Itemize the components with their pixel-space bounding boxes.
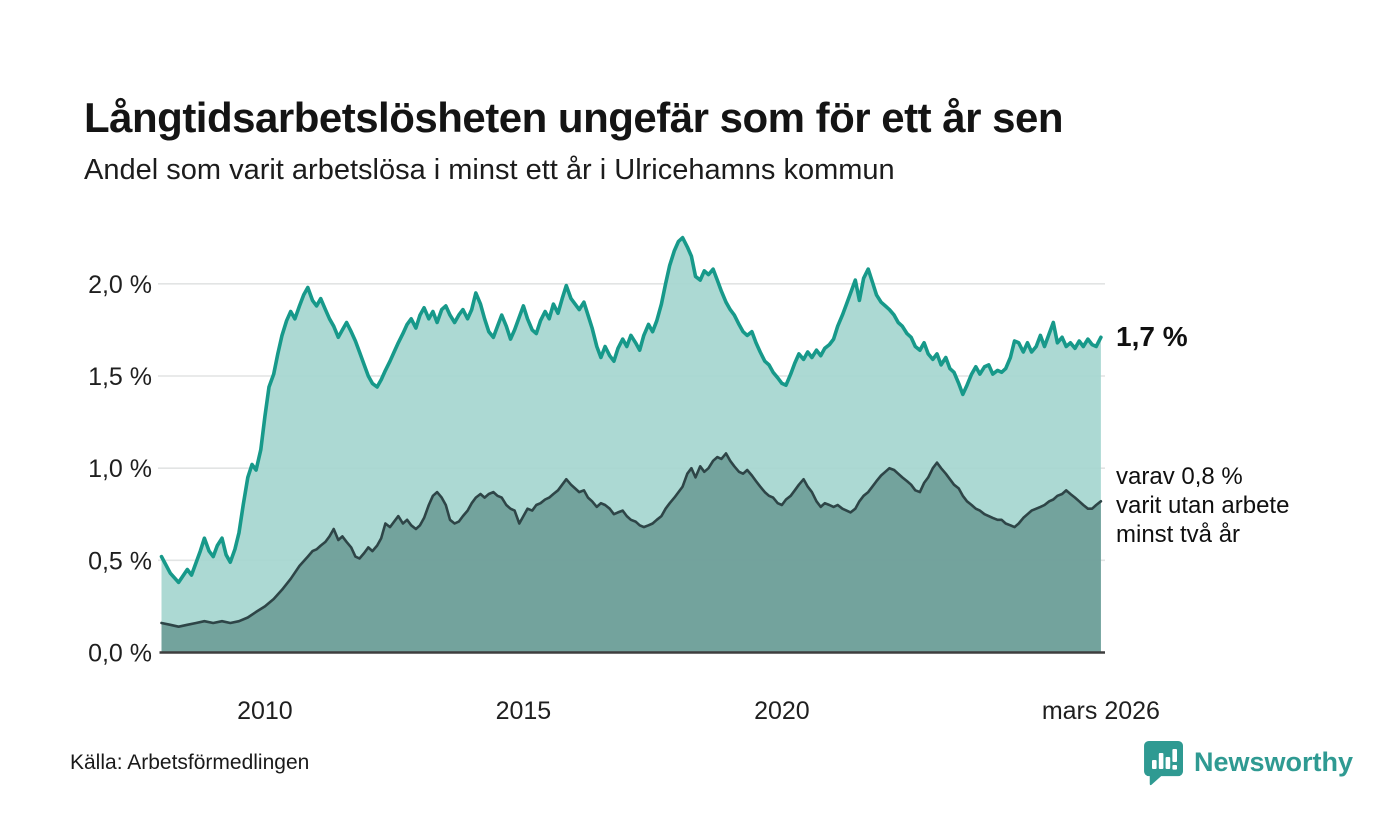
y-tick-label: 0,5 %: [88, 547, 152, 575]
share-two-years-line: [160, 452, 1103, 628]
page-title: Långtidsarbetslösheten ungefär som för e…: [84, 94, 1064, 142]
y-tick-label: 2,0 %: [88, 271, 152, 299]
two-year-annotation-line-1: varav 0,8 %: [1116, 463, 1243, 490]
two-year-annotation-line-3: minst två år: [1116, 521, 1241, 548]
share-two-years-area: [161, 453, 1101, 653]
x-tick-label: 2010: [237, 697, 293, 725]
share-one-year-line: [159, 235, 1103, 585]
y-tick-label: 1,5 %: [88, 363, 152, 391]
newsworthy-brand-name: Newsworthy: [1194, 747, 1354, 777]
source-note: Källa: Arbetsförmedlingen: [70, 751, 310, 774]
chart-subtitle: Andel som varit arbetslösa i minst ett å…: [84, 154, 895, 186]
y-tick-label: 1,0 %: [88, 455, 152, 483]
two-year-annotation-line-2: varit utan arbete: [1116, 492, 1290, 519]
newsworthy-logo-icon: [1144, 740, 1184, 793]
x-tick-label: mars 2026: [1042, 697, 1160, 725]
y-tick-label: 0,0 %: [88, 640, 152, 668]
two-year-annotation: varav 0,8 % varit utan arbete minst två …: [1116, 462, 1289, 549]
latest-value-label: 1,7 %: [1116, 321, 1188, 352]
x-tick-label: 2020: [754, 697, 810, 725]
newsworthy-brand: Newsworthy: [1144, 740, 1353, 793]
x-tick-label: 2015: [496, 697, 552, 725]
